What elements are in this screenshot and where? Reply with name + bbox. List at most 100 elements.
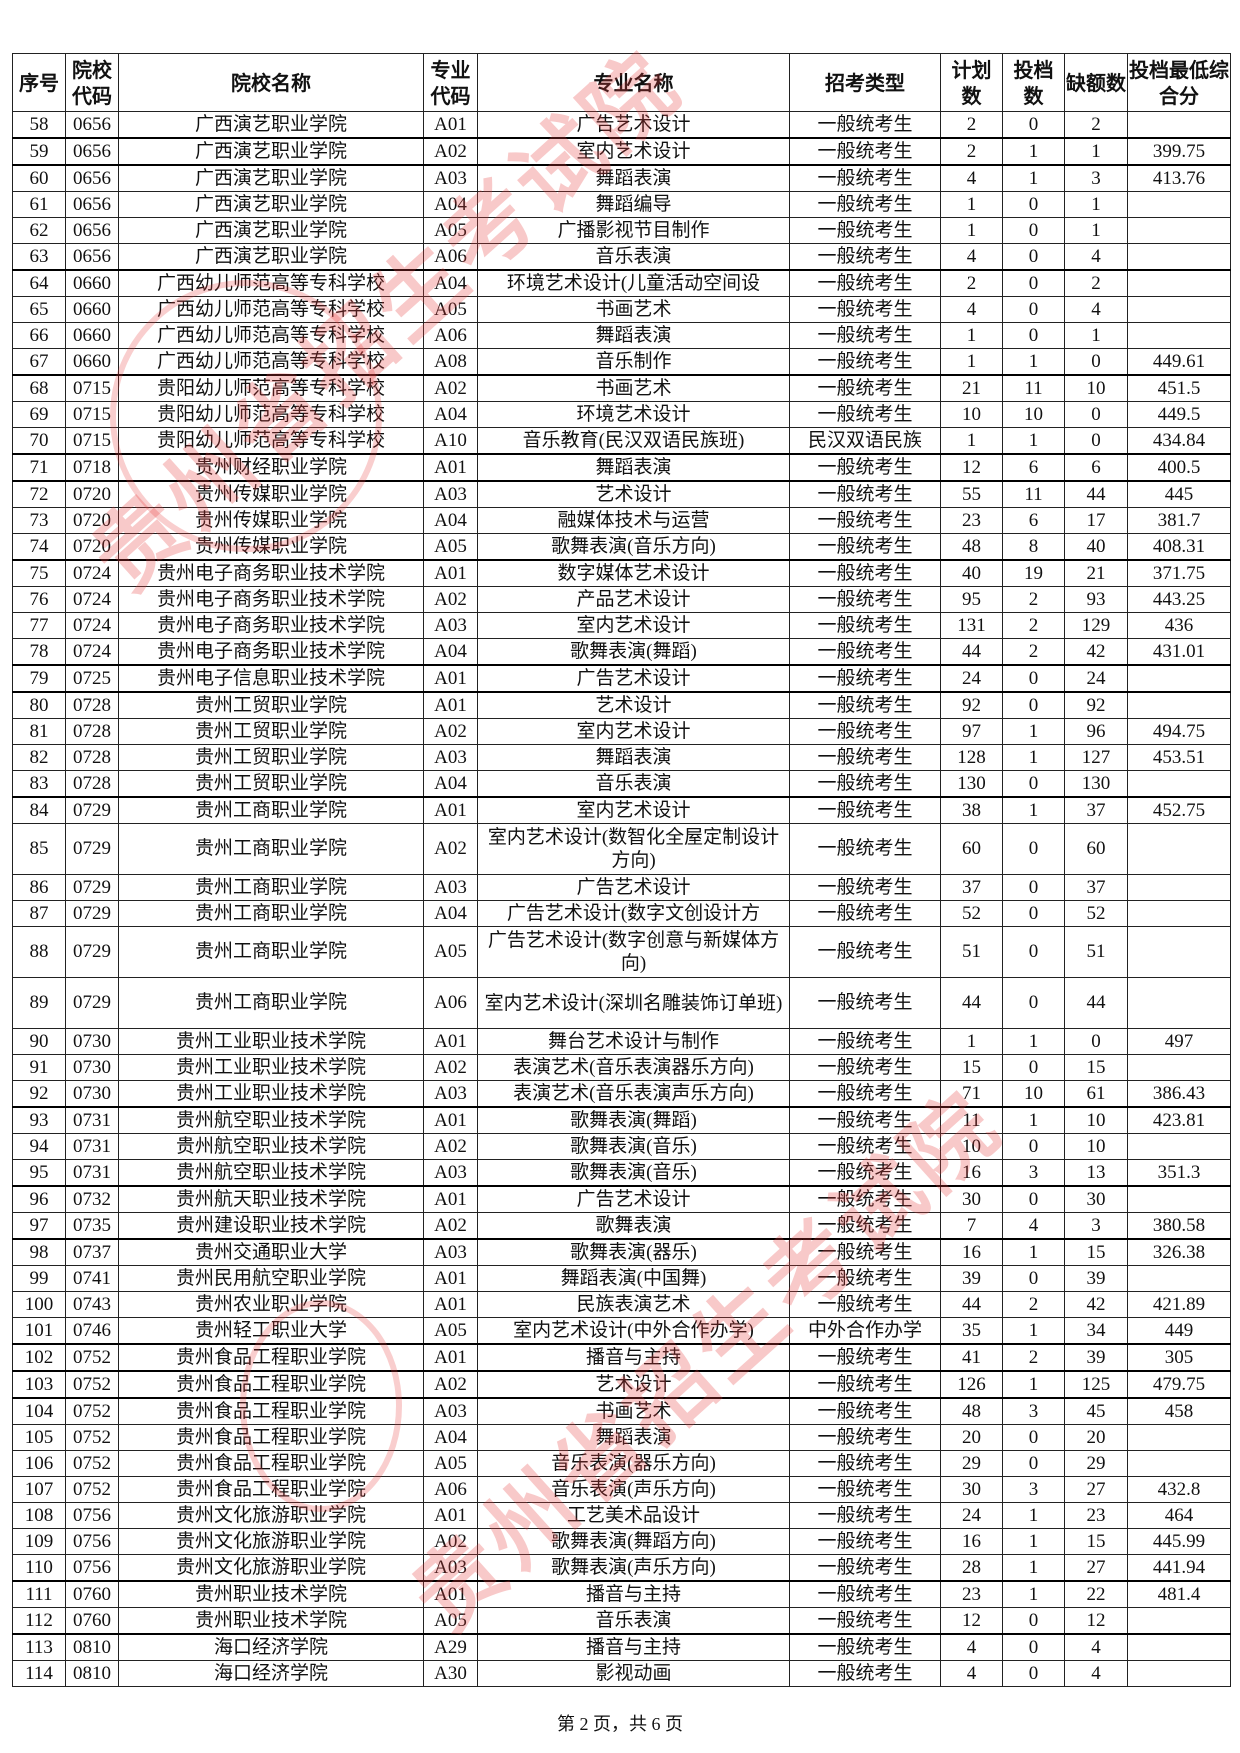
cell-major-code: A04 [423, 770, 478, 798]
cell-school-name: 广西演艺职业学院 [118, 217, 424, 244]
table-row: 89 0729 贵州工商职业学院 A06 室内艺术设计(深圳名雕装饰订单班) 一般统考生 4… [12, 977, 1231, 1029]
cell-filed-count: 3 [1002, 1159, 1065, 1187]
cell-min-score [1127, 664, 1231, 693]
cell-min-score [1127, 1450, 1231, 1477]
cell-major-name: 音乐表演 [477, 243, 790, 271]
table-row: 96 0732 贵州航天职业技术学院 A01 广告艺术设计 一般统考生 30 0 30 [12, 1185, 1231, 1213]
cell-major-code: A08 [423, 348, 478, 376]
cell-vacancy-count: 21 [1064, 559, 1128, 587]
cell-school-code: 0760 [65, 1607, 119, 1635]
table-row: 80 0728 贵州工贸职业学院 A01 艺术设计 一般统考生 92 0 92 [12, 691, 1231, 719]
cell-major-name: 广告艺术设计(数字创意与新媒体方向) [477, 926, 790, 978]
cell-school-code: 0724 [65, 638, 119, 666]
cell-min-score [1127, 1633, 1231, 1661]
cell-major-code: A30 [423, 1660, 478, 1687]
cell-major-code: A02 [423, 586, 478, 613]
cell-major-name: 播音与主持 [477, 1343, 790, 1372]
cell-min-score: 494.75 [1127, 718, 1231, 745]
cell-exam-type: 民汉双语民族 [789, 427, 941, 455]
cell-major-code: A10 [423, 427, 478, 455]
cell-school-name: 贵州航天职业技术学院 [118, 1185, 424, 1213]
cell-plan-count: 52 [940, 900, 1003, 927]
cell-vacancy-count: 17 [1064, 507, 1128, 534]
cell-major-name: 产品艺术设计 [477, 586, 790, 613]
cell-school-code: 0660 [65, 348, 119, 376]
cell-filed-count: 0 [1002, 874, 1065, 901]
table-row: 60 0656 广西演艺职业学院 A03 舞蹈表演 一般统考生 4 1 3 413.76 [12, 164, 1231, 192]
cell-school-name: 贵州工业职业技术学院 [118, 1028, 424, 1055]
cell-seq: 68 [12, 374, 66, 402]
cell-filed-count: 19 [1002, 559, 1065, 587]
cell-filed-count: 0 [1002, 1133, 1065, 1160]
table-row: 100 0743 贵州农业职业学院 A01 民族表演艺术 一般统考生 44 2 42 421.89 [12, 1291, 1231, 1318]
table-row: 105 0752 贵州食品工程职业学院 A04 舞蹈表演 一般统考生 20 0 20 [12, 1424, 1231, 1451]
cell-min-score: 479.75 [1127, 1370, 1231, 1399]
cell-plan-count: 48 [940, 1397, 1003, 1425]
cell-school-name: 贵州工业职业技术学院 [118, 1080, 424, 1108]
cell-major-name: 舞蹈表演 [477, 453, 790, 482]
cell-min-score: 371.75 [1127, 559, 1231, 587]
cell-school-name: 贵州建设职业技术学院 [118, 1212, 424, 1240]
cell-school-code: 0741 [65, 1265, 119, 1292]
cell-filed-count: 0 [1002, 111, 1065, 139]
table-row: 83 0728 贵州工贸职业学院 A04 音乐表演 一般统考生 130 0 130 [12, 770, 1231, 798]
cell-min-score: 399.75 [1127, 137, 1231, 166]
cell-school-code: 0730 [65, 1054, 119, 1081]
cell-major-code: A03 [423, 480, 478, 508]
cell-school-code: 0656 [65, 243, 119, 271]
cell-exam-type: 一般统考生 [789, 770, 941, 798]
cell-major-name: 舞蹈表演(中国舞) [477, 1265, 790, 1292]
cell-min-score: 408.31 [1127, 533, 1231, 561]
cell-major-code: A02 [423, 718, 478, 745]
cell-exam-type: 一般统考生 [789, 1265, 941, 1292]
cell-major-code: A04 [423, 191, 478, 218]
cell-major-name: 舞蹈表演 [477, 744, 790, 771]
cell-filed-count: 0 [1002, 1633, 1065, 1661]
cell-major-name: 音乐表演 [477, 1607, 790, 1635]
cell-exam-type: 一般统考生 [789, 900, 941, 927]
cell-seq: 110 [12, 1554, 66, 1582]
cell-vacancy-count: 2 [1064, 269, 1128, 297]
cell-plan-count: 37 [940, 874, 1003, 901]
cell-major-name: 歌舞表演(音乐) [477, 1133, 790, 1160]
cell-filed-count: 10 [1002, 1080, 1065, 1108]
cell-major-name: 工艺美术品设计 [477, 1502, 790, 1529]
cell-school-name: 海口经济学院 [118, 1660, 424, 1687]
cell-plan-count: 130 [940, 770, 1003, 798]
cell-seq: 96 [12, 1185, 66, 1213]
cell-exam-type: 一般统考生 [789, 1080, 941, 1108]
cell-exam-type: 一般统考生 [789, 348, 941, 376]
cell-seq: 104 [12, 1397, 66, 1425]
cell-major-name: 室内艺术设计 [477, 718, 790, 745]
header-major-code: 专业代码 [423, 53, 478, 112]
cell-school-code: 0715 [65, 401, 119, 428]
cell-school-code: 0724 [65, 559, 119, 587]
cell-exam-type: 一般统考生 [789, 1502, 941, 1529]
cell-school-code: 0760 [65, 1580, 119, 1608]
cell-major-name: 广告艺术设计 [477, 111, 790, 139]
cell-plan-count: 10 [940, 401, 1003, 428]
cell-exam-type: 一般统考生 [789, 1159, 941, 1187]
cell-seq: 80 [12, 691, 66, 719]
cell-school-name: 贵州工商职业学院 [118, 900, 424, 927]
cell-min-score: 458 [1127, 1397, 1231, 1425]
cell-filed-count: 0 [1002, 977, 1065, 1029]
cell-plan-count: 30 [940, 1185, 1003, 1213]
cell-filed-count: 0 [1002, 900, 1065, 927]
table-row: 86 0729 贵州工商职业学院 A03 广告艺术设计 一般统考生 37 0 37 [12, 874, 1231, 901]
cell-major-name: 民族表演艺术 [477, 1291, 790, 1318]
cell-school-code: 0725 [65, 664, 119, 693]
cell-school-name: 贵州财经职业学院 [118, 453, 424, 482]
cell-major-code: A02 [423, 1528, 478, 1555]
cell-plan-count: 2 [940, 111, 1003, 139]
cell-plan-count: 48 [940, 533, 1003, 561]
cell-school-code: 0660 [65, 296, 119, 323]
cell-seq: 85 [12, 823, 66, 875]
cell-exam-type: 一般统考生 [789, 374, 941, 402]
cell-exam-type: 一般统考生 [789, 1343, 941, 1372]
table-row: 66 0660 广西幼儿师范高等专科学校 A06 舞蹈表演 一般统考生 1 0 1 [12, 322, 1231, 349]
cell-major-code: A05 [423, 217, 478, 244]
cell-min-score: 445 [1127, 480, 1231, 508]
cell-plan-count: 16 [940, 1159, 1003, 1187]
table-row: 101 0746 贵州轻工职业大学 A05 室内艺术设计(中外合作办学) 中外合作办学 35… [12, 1317, 1231, 1345]
